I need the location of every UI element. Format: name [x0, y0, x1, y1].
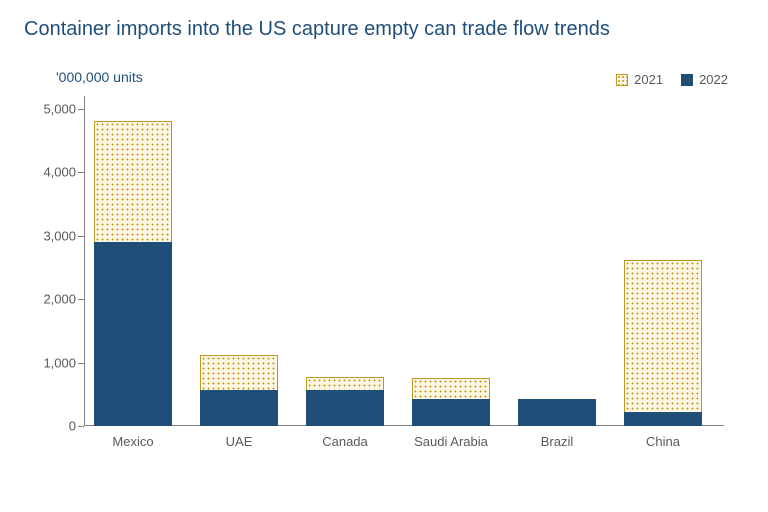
bar-group [200, 355, 278, 426]
chart-plot-area: 01,0002,0003,0004,0005,000 Mexico UAE Cana… [84, 96, 724, 456]
x-tick-label: Canada [322, 434, 368, 449]
bar-2022 [94, 242, 172, 426]
legend-label: 2022 [699, 72, 728, 87]
y-axis [84, 96, 85, 426]
bar-group [306, 377, 384, 427]
x-tick-label: Brazil [541, 434, 574, 449]
x-tick-label: Saudi Arabia [414, 434, 488, 449]
bar-2021 [624, 260, 702, 426]
bar-group [412, 378, 490, 426]
bar-2022 [306, 390, 384, 426]
x-tick-label: UAE [226, 434, 253, 449]
legend-item-2022: 2022 [681, 72, 728, 87]
y-tick [78, 363, 84, 364]
legend-item-2021: 2021 [616, 72, 663, 87]
chart-container: Container imports into the US capture em… [0, 0, 768, 512]
y-tick-label: 0 [16, 419, 76, 434]
y-tick-label: 2,000 [16, 292, 76, 307]
legend-swatch-2021 [616, 74, 628, 86]
y-tick-label: 4,000 [16, 165, 76, 180]
legend: 2021 2022 [616, 72, 728, 87]
y-tick [78, 426, 84, 427]
plot: 01,0002,0003,0004,0005,000 [84, 96, 724, 426]
bar-group [624, 260, 702, 426]
y-tick-label: 1,000 [16, 355, 76, 370]
bar-2022 [518, 399, 596, 426]
y-tick [78, 109, 84, 110]
y-tick [78, 236, 84, 237]
x-tick-label: Mexico [112, 434, 153, 449]
bar-2022 [624, 412, 702, 426]
legend-swatch-2022 [681, 74, 693, 86]
bar-group [94, 121, 172, 426]
bar-2022 [200, 390, 278, 426]
legend-label: 2021 [634, 72, 663, 87]
x-tick-label: China [646, 434, 680, 449]
chart-title: Container imports into the US capture em… [24, 18, 744, 41]
bar-2022 [412, 399, 490, 426]
bar-group [518, 399, 596, 426]
y-tick-label: 3,000 [16, 228, 76, 243]
y-tick [78, 299, 84, 300]
y-tick-label: 5,000 [16, 101, 76, 116]
y-tick [78, 172, 84, 173]
